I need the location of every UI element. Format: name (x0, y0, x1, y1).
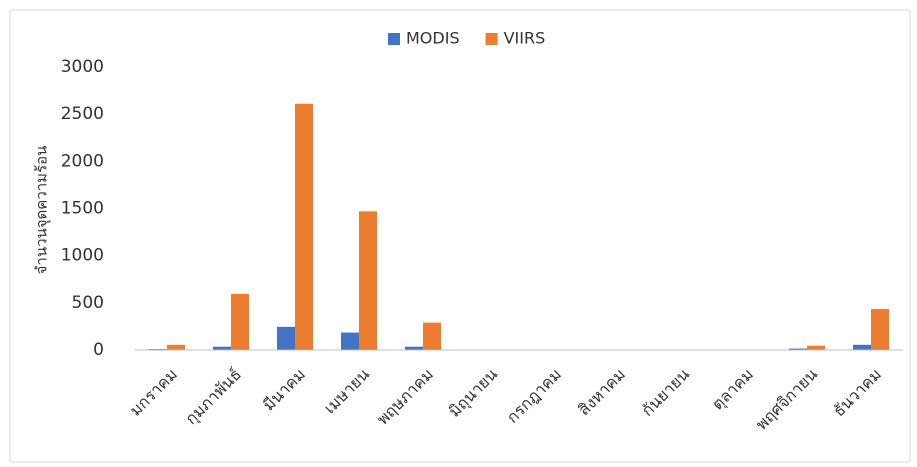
bar (789, 348, 807, 350)
legend-label: MODIS (406, 29, 460, 48)
y-axis-label: จำนวนจุดความร้อน (33, 146, 52, 275)
bar (277, 326, 295, 350)
bar (359, 211, 377, 350)
bar (405, 346, 423, 350)
chart-frame (9, 9, 911, 463)
bar (231, 293, 249, 350)
y-tick-label: 0 (93, 340, 104, 360)
bar (423, 322, 441, 350)
y-tick-label: 3000 (61, 57, 104, 77)
y-tick-label: 500 (72, 293, 104, 313)
legend-swatch (485, 33, 498, 45)
bar (167, 344, 185, 350)
bar (341, 332, 359, 350)
y-tick-label: 2500 (61, 104, 104, 124)
bar (807, 345, 825, 350)
legend-swatch (388, 33, 400, 45)
y-tick-label: 1500 (61, 199, 104, 219)
legend-label: VIIRS (504, 29, 546, 48)
y-tick-label: 2000 (61, 151, 104, 171)
bar (871, 308, 889, 350)
y-tick-label: 1000 (61, 246, 104, 266)
bar (295, 103, 313, 350)
bar (853, 344, 871, 350)
bar (213, 346, 231, 350)
